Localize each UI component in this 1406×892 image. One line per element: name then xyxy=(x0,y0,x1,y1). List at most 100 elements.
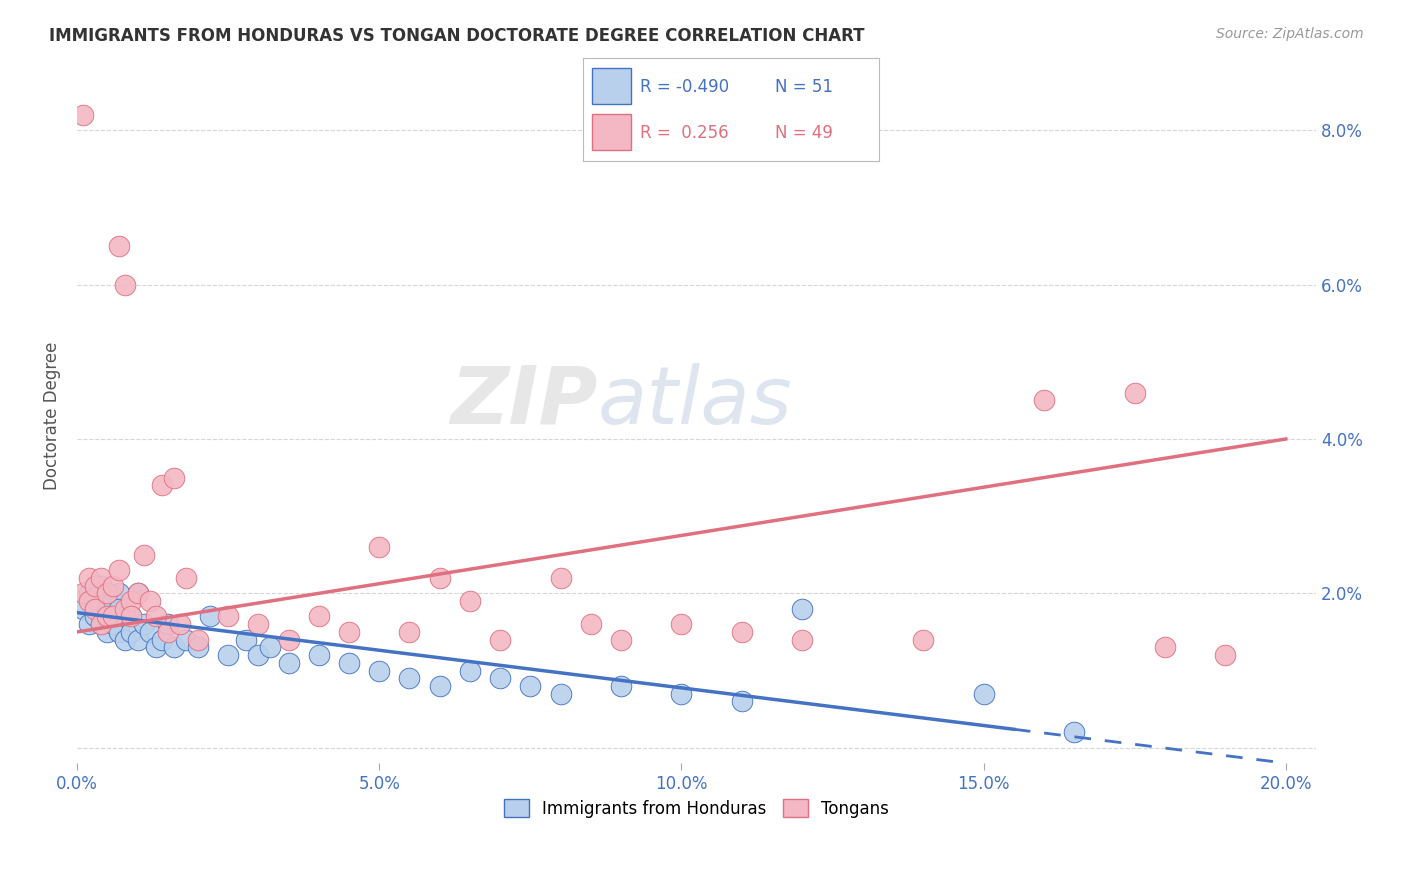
Point xyxy=(1033,393,1056,408)
Point xyxy=(84,586,107,600)
Point xyxy=(150,632,173,647)
Point xyxy=(337,624,360,639)
Point xyxy=(127,586,149,600)
Point xyxy=(163,470,186,484)
Point xyxy=(217,648,239,662)
Point xyxy=(108,624,131,639)
Point xyxy=(610,632,633,647)
Point xyxy=(398,624,420,639)
Point xyxy=(77,586,100,600)
Point xyxy=(84,601,107,615)
Point xyxy=(187,640,209,655)
Point xyxy=(96,586,118,600)
Point xyxy=(108,563,131,577)
Point xyxy=(103,609,125,624)
Point xyxy=(72,586,94,600)
Point xyxy=(550,571,572,585)
Point xyxy=(174,571,197,585)
Point xyxy=(114,601,136,615)
Point xyxy=(1063,725,1085,739)
Point xyxy=(458,664,481,678)
Point xyxy=(610,679,633,693)
Point xyxy=(132,548,155,562)
Point xyxy=(84,609,107,624)
Point xyxy=(169,617,191,632)
Bar xyxy=(592,69,631,104)
Text: R =  0.256: R = 0.256 xyxy=(640,124,728,142)
Point xyxy=(90,617,112,632)
Point xyxy=(72,601,94,615)
Point xyxy=(368,664,391,678)
Point xyxy=(150,478,173,492)
Text: IMMIGRANTS FROM HONDURAS VS TONGAN DOCTORATE DEGREE CORRELATION CHART: IMMIGRANTS FROM HONDURAS VS TONGAN DOCTO… xyxy=(49,27,865,45)
Point xyxy=(108,586,131,600)
Point xyxy=(247,617,270,632)
Point xyxy=(108,601,131,615)
Text: N = 49: N = 49 xyxy=(776,124,834,142)
Point xyxy=(138,594,160,608)
Point xyxy=(550,687,572,701)
Point xyxy=(96,624,118,639)
Point xyxy=(671,617,693,632)
Point xyxy=(308,648,330,662)
Point xyxy=(103,594,125,608)
Point xyxy=(103,579,125,593)
Bar xyxy=(592,114,631,150)
Point xyxy=(156,624,179,639)
Point xyxy=(84,579,107,593)
Point xyxy=(1215,648,1237,662)
Point xyxy=(77,617,100,632)
Point xyxy=(217,609,239,624)
Point xyxy=(77,571,100,585)
Point xyxy=(671,687,693,701)
Point xyxy=(127,632,149,647)
Point xyxy=(187,632,209,647)
Point xyxy=(114,632,136,647)
Text: N = 51: N = 51 xyxy=(776,78,834,95)
Point xyxy=(132,617,155,632)
Point xyxy=(90,579,112,593)
Point xyxy=(337,656,360,670)
Point xyxy=(127,586,149,600)
Point xyxy=(489,671,512,685)
Point xyxy=(174,632,197,647)
Point xyxy=(308,609,330,624)
Point xyxy=(731,694,754,708)
Point xyxy=(163,640,186,655)
Legend: Immigrants from Honduras, Tongans: Immigrants from Honduras, Tongans xyxy=(498,793,896,824)
Point xyxy=(973,687,995,701)
Point xyxy=(108,239,131,253)
Point xyxy=(96,609,118,624)
Text: ZIP: ZIP xyxy=(450,363,598,441)
Point xyxy=(145,609,167,624)
Point xyxy=(121,594,143,608)
Point xyxy=(579,617,602,632)
Point xyxy=(912,632,935,647)
Point xyxy=(121,624,143,639)
Point xyxy=(1154,640,1177,655)
Text: R = -0.490: R = -0.490 xyxy=(640,78,728,95)
Point xyxy=(277,656,299,670)
Point xyxy=(156,617,179,632)
Point xyxy=(121,609,143,624)
Point xyxy=(398,671,420,685)
Point xyxy=(72,108,94,122)
Point xyxy=(368,540,391,554)
Point xyxy=(145,640,167,655)
Point xyxy=(114,609,136,624)
Point xyxy=(138,624,160,639)
Point xyxy=(731,624,754,639)
Text: Source: ZipAtlas.com: Source: ZipAtlas.com xyxy=(1216,27,1364,41)
Point xyxy=(1123,385,1146,400)
Point xyxy=(489,632,512,647)
Point xyxy=(277,632,299,647)
Point xyxy=(90,617,112,632)
Point xyxy=(519,679,541,693)
Point xyxy=(103,617,125,632)
Point xyxy=(114,277,136,292)
Point xyxy=(96,586,118,600)
Point xyxy=(792,632,814,647)
Point xyxy=(198,609,221,624)
Text: atlas: atlas xyxy=(598,363,792,441)
Point xyxy=(458,594,481,608)
